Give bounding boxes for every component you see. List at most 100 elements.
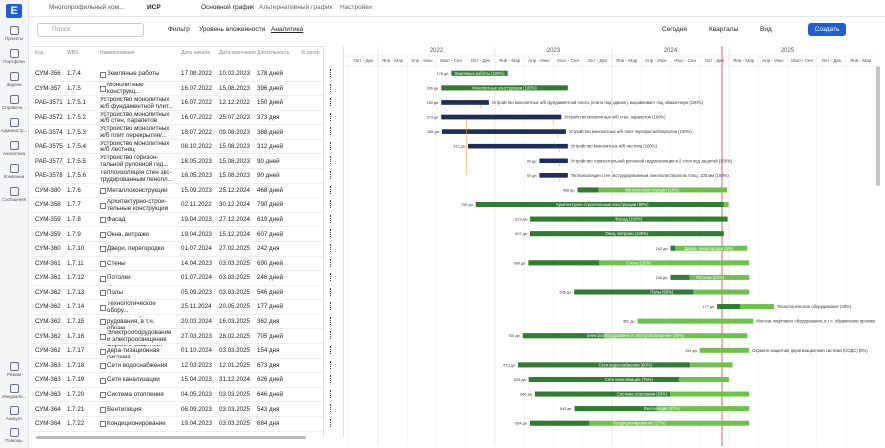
row-menu[interactable] bbox=[330, 69, 333, 77]
row-menu[interactable] bbox=[330, 83, 333, 92]
cell: СУМ-362 bbox=[35, 332, 61, 340]
bar-progress bbox=[451, 70, 508, 76]
row-divider bbox=[33, 95, 323, 97]
today-button[interactable]: Сегодня bbox=[662, 26, 687, 33]
logo[interactable]: E bbox=[6, 4, 22, 18]
bar-note: 154 дн. bbox=[685, 349, 698, 353]
expand-icon[interactable] bbox=[100, 86, 106, 93]
breadcrumb[interactable]: ИСР bbox=[147, 4, 161, 11]
row-menu[interactable] bbox=[330, 418, 333, 427]
tab[interactable]: Основной график bbox=[201, 4, 255, 11]
scrollbar[interactable] bbox=[36, 436, 306, 439]
column-header[interactable]: Длительность bbox=[257, 50, 290, 56]
cell: 373 дня bbox=[257, 113, 280, 121]
nav-item[interactable]: Помощь bbox=[0, 428, 28, 443]
expand-icon[interactable] bbox=[100, 202, 106, 209]
row-menu[interactable] bbox=[330, 171, 333, 180]
row-menu[interactable] bbox=[330, 331, 333, 340]
bar-progress bbox=[717, 304, 740, 310]
cell: РАБ-3578 bbox=[35, 172, 63, 180]
nav-item[interactable]: Портфели bbox=[0, 49, 28, 64]
row-menu[interactable] bbox=[330, 375, 333, 384]
expand-icon[interactable] bbox=[100, 71, 106, 78]
bar-label: Монтаж лифтового оборудования, в т.ч. об… bbox=[756, 319, 875, 324]
column-header[interactable]: Наименование bbox=[100, 50, 135, 56]
expand-icon[interactable] bbox=[100, 377, 106, 384]
nav-item[interactable]: Справочн... bbox=[0, 95, 28, 110]
expand-icon[interactable] bbox=[100, 188, 106, 195]
column-header[interactable]: Код bbox=[35, 50, 44, 56]
row-menu[interactable] bbox=[330, 316, 333, 325]
cell: 25.12.2024 bbox=[219, 186, 250, 194]
expand-icon[interactable] bbox=[100, 246, 106, 253]
expand-icon[interactable] bbox=[100, 275, 106, 282]
row-menu[interactable] bbox=[330, 185, 333, 194]
nav-item[interactable]: Аналитика bbox=[0, 141, 28, 156]
nav-item[interactable]: Проекты bbox=[0, 26, 28, 41]
nav-item[interactable]: Сообщения bbox=[0, 187, 28, 202]
row-menu[interactable] bbox=[330, 200, 333, 209]
expand-icon[interactable] bbox=[100, 319, 106, 326]
nav-item[interactable]: Компании bbox=[0, 164, 28, 179]
cell: 18.05.2023 bbox=[181, 172, 212, 180]
filter-button[interactable]: Фильтр bbox=[168, 26, 190, 33]
expand-icon[interactable] bbox=[100, 406, 106, 413]
row-menu[interactable] bbox=[330, 404, 333, 413]
row-menu[interactable] bbox=[330, 229, 333, 238]
row-menu[interactable] bbox=[330, 389, 333, 398]
tab[interactable]: Настройки bbox=[340, 4, 372, 11]
expand-icon[interactable] bbox=[100, 304, 106, 311]
cell: 01.07.2024 bbox=[181, 245, 212, 253]
row-menu[interactable] bbox=[330, 346, 333, 355]
row-menu[interactable] bbox=[330, 273, 333, 282]
cell: Теплоизоляция стен экс-трудированным пен… bbox=[100, 170, 173, 183]
breadcrumb[interactable]: Многопрофильный ком... bbox=[49, 4, 125, 11]
view-dropdown[interactable]: Вид bbox=[760, 26, 772, 33]
row-menu[interactable] bbox=[330, 98, 333, 107]
nav-item[interactable]: Режим bbox=[0, 362, 28, 377]
cell: 03.03.2025 bbox=[219, 288, 250, 296]
row-menu[interactable] bbox=[330, 287, 333, 296]
column-header[interactable]: % прогр. bbox=[301, 50, 322, 56]
cell: 1.7.16 bbox=[67, 332, 85, 340]
cell: СУМ-364 bbox=[35, 420, 61, 428]
expand-icon[interactable] bbox=[100, 261, 106, 268]
column-header[interactable]: Дата начала bbox=[181, 50, 210, 56]
expand-icon[interactable] bbox=[100, 421, 106, 428]
level-dropdown[interactable]: Уровень вложенности bbox=[199, 26, 266, 33]
column-header[interactable]: WBS bbox=[67, 50, 79, 56]
row-menu[interactable] bbox=[330, 156, 333, 165]
analytics-button[interactable]: Аналитика bbox=[271, 26, 304, 33]
expand-icon[interactable] bbox=[100, 217, 106, 224]
row-menu[interactable] bbox=[330, 127, 333, 136]
expand-icon[interactable] bbox=[100, 231, 106, 238]
row-menu[interactable] bbox=[330, 243, 333, 252]
row-menu[interactable] bbox=[330, 112, 333, 121]
quarter-label: Янв - Мар bbox=[850, 58, 872, 63]
expand-icon[interactable] bbox=[100, 392, 106, 399]
expand-icon[interactable] bbox=[100, 363, 106, 370]
bar-note: 396 дн. bbox=[427, 86, 440, 90]
create-button[interactable]: Создать bbox=[808, 23, 846, 36]
row-menu[interactable] bbox=[330, 141, 333, 150]
nav-item[interactable]: Задачи bbox=[0, 72, 28, 87]
bar-label: Окна, витражи (100%) bbox=[605, 231, 649, 236]
v-scrollbar[interactable] bbox=[876, 66, 880, 186]
cell: 468 дней bbox=[257, 186, 283, 194]
tab[interactable]: Альтернативный график bbox=[259, 4, 333, 11]
search-box[interactable]: Поиск bbox=[37, 23, 144, 37]
nav-item[interactable]: Администр... bbox=[0, 118, 28, 133]
cell: 09.08.2023 bbox=[219, 128, 250, 136]
nav-item[interactable]: Аккаунт bbox=[0, 406, 28, 421]
row-menu[interactable] bbox=[330, 258, 333, 267]
expand-icon[interactable] bbox=[100, 333, 106, 340]
row-menu[interactable] bbox=[330, 360, 333, 369]
row-menu[interactable] bbox=[330, 302, 333, 311]
scale-dropdown[interactable]: Кварталы bbox=[709, 26, 739, 33]
expand-icon[interactable] bbox=[100, 348, 106, 355]
column-header[interactable]: Дата окончания bbox=[219, 50, 256, 56]
row-menu[interactable] bbox=[330, 214, 333, 223]
quarter-label: Апр - Июн bbox=[528, 58, 550, 63]
nav-item[interactable]: Уведомле... bbox=[0, 384, 28, 399]
expand-icon[interactable] bbox=[100, 290, 106, 297]
